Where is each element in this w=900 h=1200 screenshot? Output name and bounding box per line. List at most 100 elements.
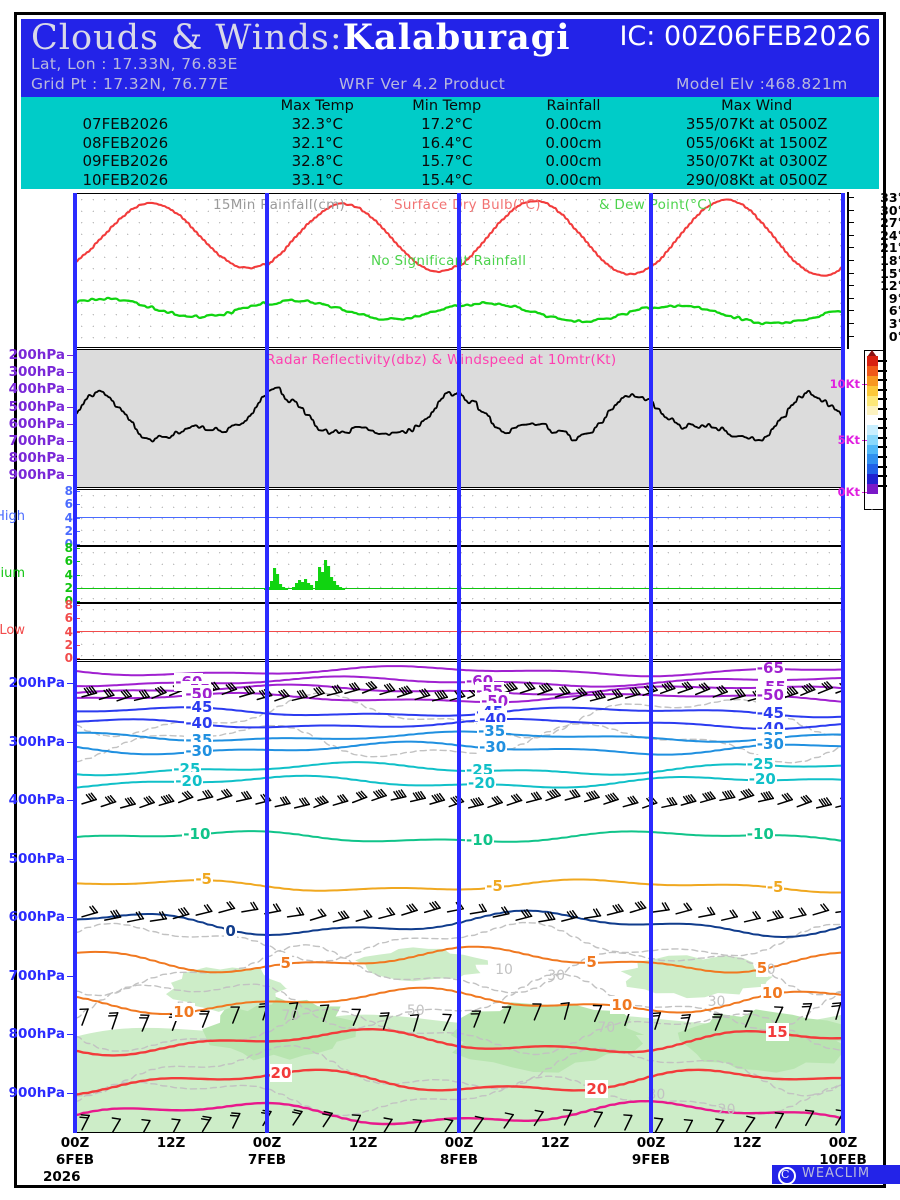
pressure-axis-label: 600hPa	[8, 415, 65, 432]
cell-max_wind: 290/08Kt at 0500Z	[685, 170, 828, 189]
cloud-axis-tick	[75, 587, 80, 589]
wind-barb-feather	[690, 794, 697, 802]
cloud-axis-tick-label: 4	[64, 510, 73, 525]
wind-barb-feather	[617, 903, 624, 912]
wind-barb	[533, 1111, 544, 1127]
pressure-axis-label: 700hPa	[8, 433, 65, 449]
contour-label: 5	[755, 958, 769, 977]
cloud-axis-tick	[75, 504, 80, 506]
time-hour-label: 12Z	[156, 1135, 186, 1151]
wind-barb-feather	[546, 682, 553, 691]
wind-barb-feather	[607, 794, 615, 802]
wind-barb-feather	[661, 684, 669, 692]
wind-barb-feather	[125, 689, 132, 697]
contour-label: -30	[755, 735, 785, 754]
cell-max_wind: 355/07Kt at 0500Z	[685, 115, 828, 134]
wind-barb-feather	[275, 903, 282, 912]
wind-barb-feather	[747, 788, 755, 796]
wind-barb-feather	[375, 790, 383, 798]
colorbar-barb-icon	[878, 446, 887, 449]
wind-barb	[383, 1118, 393, 1132]
wind-barb	[503, 1006, 512, 1024]
wind-barb-feather	[317, 797, 324, 805]
wind-barb-feather	[524, 683, 531, 691]
wind-barb-feather	[379, 1014, 389, 1017]
wind-barb-feather	[481, 903, 487, 912]
cloud-axis-tick	[75, 517, 80, 519]
wind-barb	[414, 1119, 422, 1132]
pressure-axis-tick	[67, 406, 73, 408]
cloud-bar	[324, 560, 328, 590]
wind-barb-feather	[395, 790, 402, 799]
temp-axis-label: 0°C	[888, 328, 900, 344]
cloud-axis-tick	[75, 618, 80, 620]
meteogram-plot: 200hPa 300hPa 400hPa 500hPa 600hPa 700hPa 800h…	[0, 190, 900, 1133]
wind-barb-feather	[605, 795, 612, 803]
wind-barb-feather	[685, 795, 692, 804]
wind-barb-feather	[103, 689, 110, 698]
wind-barb-feather	[180, 907, 187, 916]
wind-barb-feather	[278, 690, 285, 699]
col-header-max-temp: Max Temp	[280, 98, 354, 114]
cloud-axis-tick	[75, 574, 80, 576]
brand-name: WEACLIM	[802, 1166, 871, 1181]
wind-barb-feather	[229, 901, 236, 909]
wind-barb-feather	[777, 909, 784, 918]
wind-barb-feather	[317, 909, 324, 917]
time-hour-label: 12Z	[732, 1135, 762, 1151]
cloud-axis-tick-label: 4	[64, 624, 73, 639]
wind-barb	[835, 804, 842, 808]
copyright-glyph: C	[781, 1168, 790, 1181]
contour-label: -10	[182, 824, 212, 843]
humidity-shading	[355, 947, 489, 982]
humidity-contour-label: 70	[281, 1008, 300, 1025]
wind-barb	[563, 1002, 570, 1020]
wind-barb-feather	[342, 794, 349, 802]
gridpoint-label: Grid Pt : 17.32N, 76.77E	[31, 75, 229, 93]
wind-barb	[172, 1119, 181, 1132]
cloud-axis-tick-label: 8	[64, 484, 73, 498]
wind-barb-feather	[671, 796, 678, 805]
wind-barb-feather	[171, 1118, 181, 1121]
pressure-axis-label: 200hPa	[8, 675, 65, 691]
day-separator	[457, 193, 461, 1133]
wind-barb-feather	[686, 681, 694, 689]
windspeed-scale-labels: 10Kt 5Kt 0Kt	[830, 350, 868, 510]
wind-barb-feather	[623, 1114, 633, 1117]
model-version-label: WRF Ver 4.2 Product	[339, 75, 506, 93]
cloud-bar	[304, 579, 308, 590]
wind-barb-feather	[112, 910, 119, 919]
wind-barb-feather	[315, 687, 323, 695]
wind-barb	[232, 1006, 240, 1024]
pressure-axis-tick	[67, 423, 73, 425]
wind-barb-feather	[322, 1113, 332, 1117]
wind-barb-feather	[737, 689, 744, 697]
wind-barb-feather	[148, 795, 155, 804]
cloud-axis-tick	[75, 658, 80, 659]
wind-barb-feather	[800, 907, 807, 916]
wind-barb-feather	[163, 795, 170, 804]
table-body: 07FEB2026 32.3°C 17.2°C 0.00cm 355/07Kt at 0…	[21, 115, 879, 189]
wind-barb-feather	[566, 911, 573, 920]
cloud-axis-tick-label: 0	[64, 651, 73, 665]
wind-barb-feather	[181, 792, 189, 800]
pressure-axis-tick	[67, 441, 73, 442]
wind-barb-feather	[820, 904, 827, 912]
weaclim-logo: C WEACLIM	[772, 1165, 900, 1185]
cloud-bar	[292, 587, 296, 590]
time-hour-label: 00Z	[252, 1135, 282, 1151]
wind-barb-feather	[551, 789, 559, 797]
cloud-axis-tick	[75, 605, 80, 606]
time-day-label: 10FEB	[819, 1152, 867, 1168]
colorbar-barb-icon	[878, 417, 887, 420]
wind-barb-feather	[353, 682, 361, 690]
wind-barb-feather	[615, 904, 622, 913]
wind-barb-feather	[634, 687, 641, 695]
wind-barb-feather	[594, 691, 601, 700]
wind-barb-feather	[664, 683, 671, 691]
time-day-label: 6FEB	[55, 1152, 95, 1168]
cloud-axis-tick-label: 2	[64, 580, 73, 595]
temp-axis-label: 30°C	[880, 202, 900, 218]
wind-barb-feather	[574, 789, 581, 797]
wind-barb-feather	[91, 685, 98, 694]
